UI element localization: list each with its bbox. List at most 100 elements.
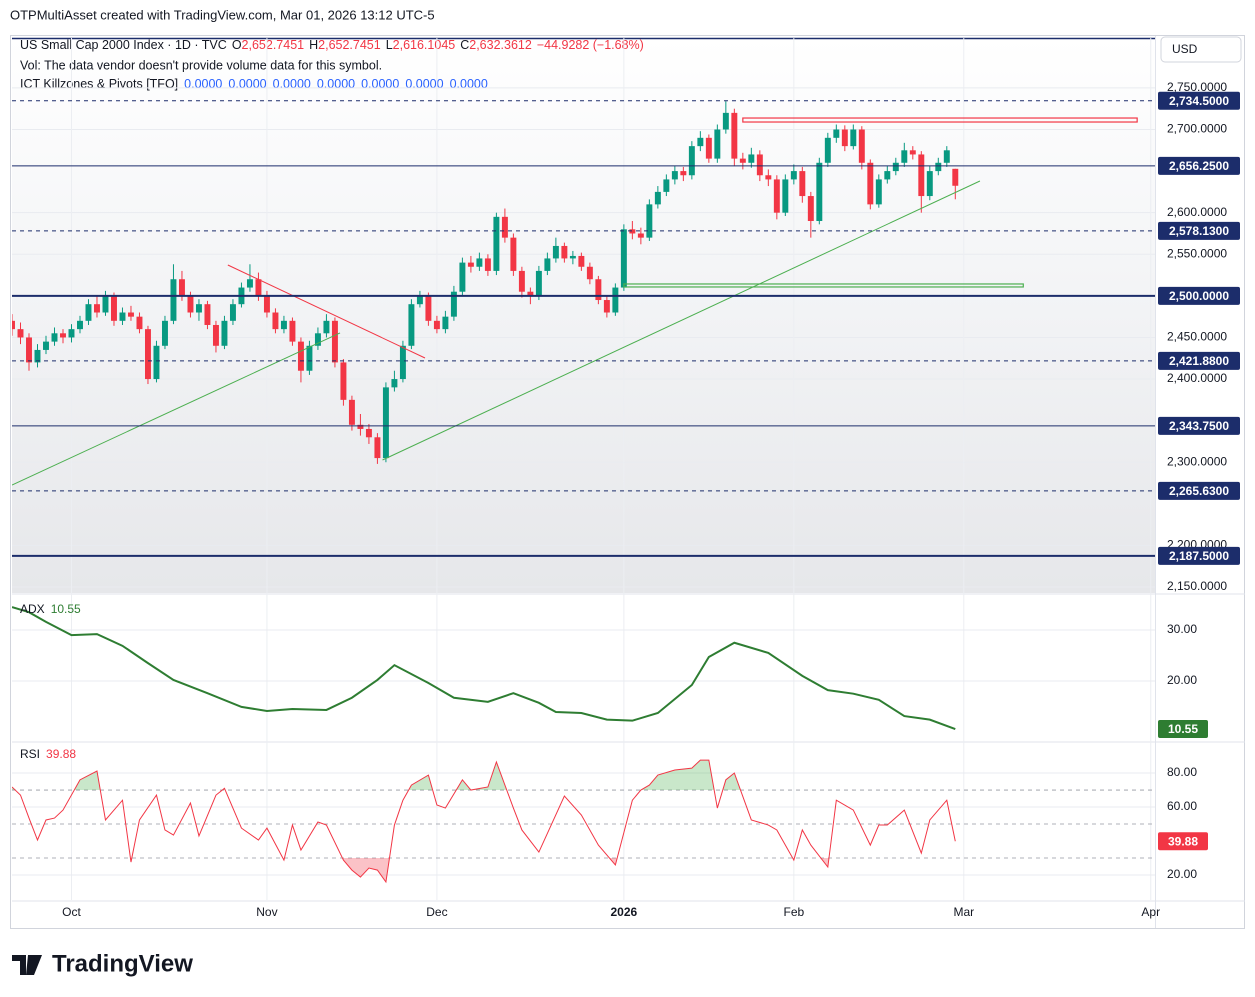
threshold-fill	[12, 858, 956, 882]
plot-area: 2,150.00002,200.00002,300.00002,400.0000…	[12, 38, 1240, 919]
level-label: 2,421.8800	[1169, 354, 1229, 368]
x-tick-label: Nov	[256, 905, 277, 919]
currency-label: USD	[1172, 42, 1198, 56]
indicator-line	[12, 606, 956, 730]
volume-note: Vol: The data vendor doesn't provide vol…	[20, 58, 382, 72]
candle-body	[680, 171, 687, 176]
indicator-value: 0.0000	[450, 77, 488, 91]
candle-body	[51, 333, 58, 342]
candle-body	[12, 320, 15, 330]
candle-body	[195, 304, 202, 313]
candle-body	[340, 362, 347, 400]
candle-body	[875, 179, 882, 205]
candle-body	[637, 233, 644, 238]
candle-body	[926, 171, 933, 197]
ohlc-value: 2,652.7451	[242, 38, 305, 52]
candle-body	[884, 171, 891, 180]
candle-body	[153, 345, 160, 380]
candle-body	[297, 341, 304, 371]
level-label: 2,578.1300	[1169, 224, 1229, 238]
candle-body	[212, 324, 219, 346]
level-badge	[1158, 546, 1240, 565]
ohlc-key: O	[232, 38, 242, 52]
y-tick-label: 80.00	[1167, 765, 1197, 779]
panel-1	[12, 606, 956, 730]
candle-body	[918, 154, 925, 197]
trend-line	[227, 264, 426, 359]
indicator-value: 0.0000	[184, 77, 222, 91]
candle-body	[739, 158, 746, 163]
candle-body	[280, 320, 287, 330]
candle-body	[111, 295, 117, 321]
candle-body	[867, 162, 874, 205]
candle-body	[935, 162, 942, 172]
candle-body	[722, 112, 729, 130]
candle-body	[705, 137, 712, 159]
candle-body	[833, 129, 840, 138]
candle-body	[467, 262, 474, 267]
candle-body	[527, 291, 534, 296]
candle-body	[697, 137, 704, 147]
candle-body	[603, 300, 610, 313]
level-badge	[1158, 286, 1240, 305]
indicator-name: ICT Killzones & Pivots [TFO]	[20, 77, 178, 91]
candle-body	[612, 287, 619, 313]
level-badge	[1158, 221, 1240, 240]
indicator-value: 0.0000	[405, 77, 443, 91]
indicator-value: 0.0000	[361, 77, 399, 91]
candle-body	[170, 279, 177, 321]
candle-body	[459, 262, 466, 292]
indicator-legend-name: ADX	[20, 602, 45, 616]
candle-body	[314, 333, 321, 346]
level-label: 2,734.5000	[1169, 94, 1229, 108]
trend-line	[12, 332, 341, 486]
candle-body	[119, 312, 126, 321]
candle-body	[850, 129, 857, 147]
candle-body	[425, 295, 432, 321]
candle-body	[901, 150, 908, 163]
candle-body	[535, 270, 542, 296]
candle-body	[26, 337, 32, 363]
indicator-value: 0.0000	[317, 77, 355, 91]
candle-body	[586, 266, 593, 280]
trend-line	[382, 180, 981, 461]
candle-body	[178, 279, 185, 296]
candle-body	[671, 171, 678, 180]
candle-body	[246, 279, 253, 288]
candle-body	[68, 329, 75, 338]
candle-body	[943, 150, 950, 163]
y-tick-label: 30.00	[1167, 622, 1197, 636]
candle-body	[909, 150, 916, 155]
candle-body	[510, 237, 517, 271]
y-tick-label: 2,750.0000	[1167, 80, 1227, 94]
indicator-legend: RSI 39.88	[20, 747, 76, 761]
candle-body	[399, 345, 406, 380]
candle-body	[263, 295, 270, 313]
candle-body	[595, 279, 602, 301]
candle-body	[357, 424, 364, 429]
candle-body	[578, 255, 585, 267]
y-tick-label: 20.00	[1167, 673, 1197, 687]
candle-body	[765, 175, 772, 180]
candle-body	[255, 279, 262, 296]
candle-body	[77, 320, 83, 330]
candle-body	[43, 341, 49, 350]
indicator-legend: ADX 10.55	[20, 602, 81, 616]
level-label: 2,343.7500	[1169, 419, 1229, 433]
candle-body	[731, 112, 738, 159]
candle-body	[161, 320, 168, 346]
x-tick-label: Mar	[953, 905, 974, 919]
change: −44.9282 (−1.68%)	[537, 38, 644, 52]
value-badge-label: 39.88	[1168, 834, 1198, 848]
level-label: 2,187.5000	[1169, 549, 1229, 563]
candle-body	[272, 312, 279, 330]
indicator-value: 0.0000	[273, 77, 311, 91]
indicator-line	[12, 759, 956, 884]
panel-0	[12, 101, 1138, 486]
indicator-value: 0.0000	[228, 77, 266, 91]
candle-body	[493, 216, 500, 271]
y-tick-label: 60.00	[1167, 799, 1197, 813]
candle-body	[518, 270, 525, 292]
candle-body	[408, 304, 415, 346]
candle-body	[204, 304, 211, 325]
